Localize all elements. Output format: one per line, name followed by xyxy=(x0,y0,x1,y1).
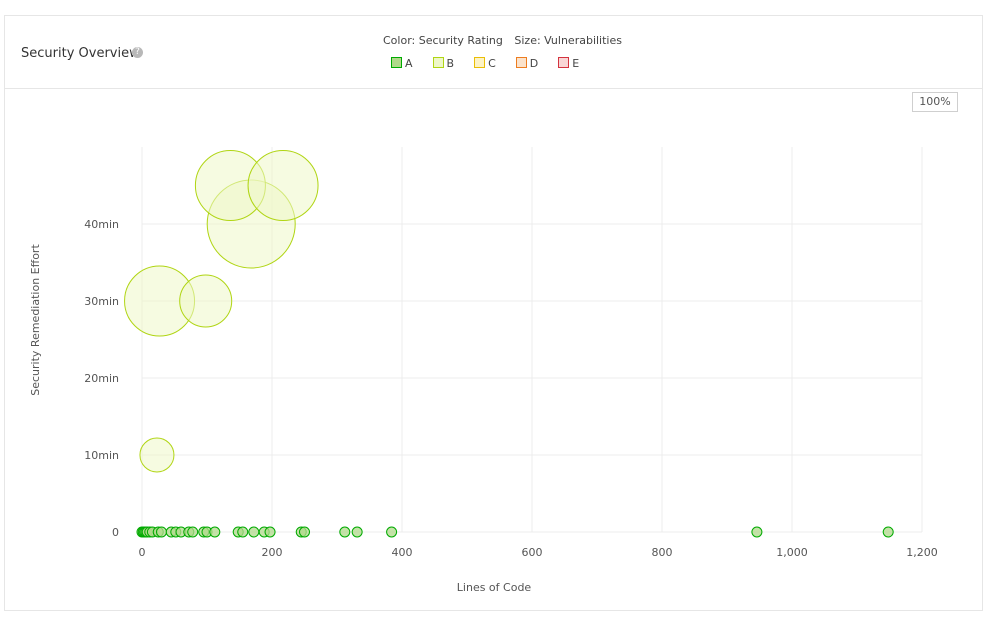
x-tick-label: 600 xyxy=(522,546,543,559)
bubble-a xyxy=(386,526,398,538)
bubble-b xyxy=(179,274,233,328)
legend-label: C xyxy=(488,57,496,70)
bubble-a xyxy=(882,526,894,538)
legend-label: B xyxy=(446,57,455,70)
legend-label: E xyxy=(572,57,580,70)
legend-label: D xyxy=(529,57,539,70)
zoom-level-button[interactable]: 100% xyxy=(912,92,958,112)
legend-swatch-b xyxy=(432,57,444,68)
x-tick-label: 400 xyxy=(392,546,413,559)
legend-item-b[interactable]: B xyxy=(432,57,455,70)
legend-item-c[interactable]: C xyxy=(474,57,496,70)
y-tick-label: 0 xyxy=(112,526,119,539)
y-axis-title: Security Remediation Effort xyxy=(29,244,42,396)
bubble-a xyxy=(351,526,363,538)
bubble-b xyxy=(139,437,175,473)
bubble-a xyxy=(156,526,167,538)
x-tick-label: 1,200 xyxy=(906,546,938,559)
legend-label: A xyxy=(405,57,413,70)
legend-item-a[interactable]: A xyxy=(391,57,413,70)
x-tick-label: 200 xyxy=(262,546,283,559)
legend-item-e[interactable]: E xyxy=(558,57,579,70)
question-circle-icon[interactable]: ? xyxy=(132,47,143,58)
bubble-a xyxy=(264,526,276,538)
bubble-a xyxy=(187,526,199,538)
x-tick-label: 1,000 xyxy=(776,546,808,559)
color-caption: Color: Security Rating xyxy=(383,34,503,47)
legend-swatch-a xyxy=(391,57,402,68)
y-tick-label: 40min xyxy=(84,218,119,231)
legend-swatch-d xyxy=(515,57,527,68)
y-tick-label: 20min xyxy=(84,372,119,385)
bubble-a xyxy=(209,526,221,538)
rating-legend: A B C D E xyxy=(391,57,599,70)
widget-header: Security Overview ? Color: Security Rati… xyxy=(5,16,982,89)
y-tick-label: 10min xyxy=(84,449,119,462)
x-tick-label: 0 xyxy=(139,546,146,559)
bubble-a xyxy=(248,526,260,538)
bubble-a xyxy=(237,526,249,538)
bubble-b xyxy=(247,150,319,221)
legend-swatch-c xyxy=(474,57,486,68)
legend-item-d[interactable]: D xyxy=(515,57,539,70)
legend-swatch-e xyxy=(558,57,570,68)
bubble-a xyxy=(339,526,351,538)
bubble-a xyxy=(751,526,763,538)
legend-caption: Color: Security Rating Size: Vulnerabili… xyxy=(383,34,622,47)
size-caption: Size: Vulnerabilities xyxy=(514,34,622,47)
x-tick-label: 800 xyxy=(652,546,673,559)
bubble-a xyxy=(299,526,310,538)
x-axis-title: Lines of Code xyxy=(457,581,532,594)
widget-title: Security Overview xyxy=(21,46,140,61)
y-tick-label: 30min xyxy=(84,295,119,308)
